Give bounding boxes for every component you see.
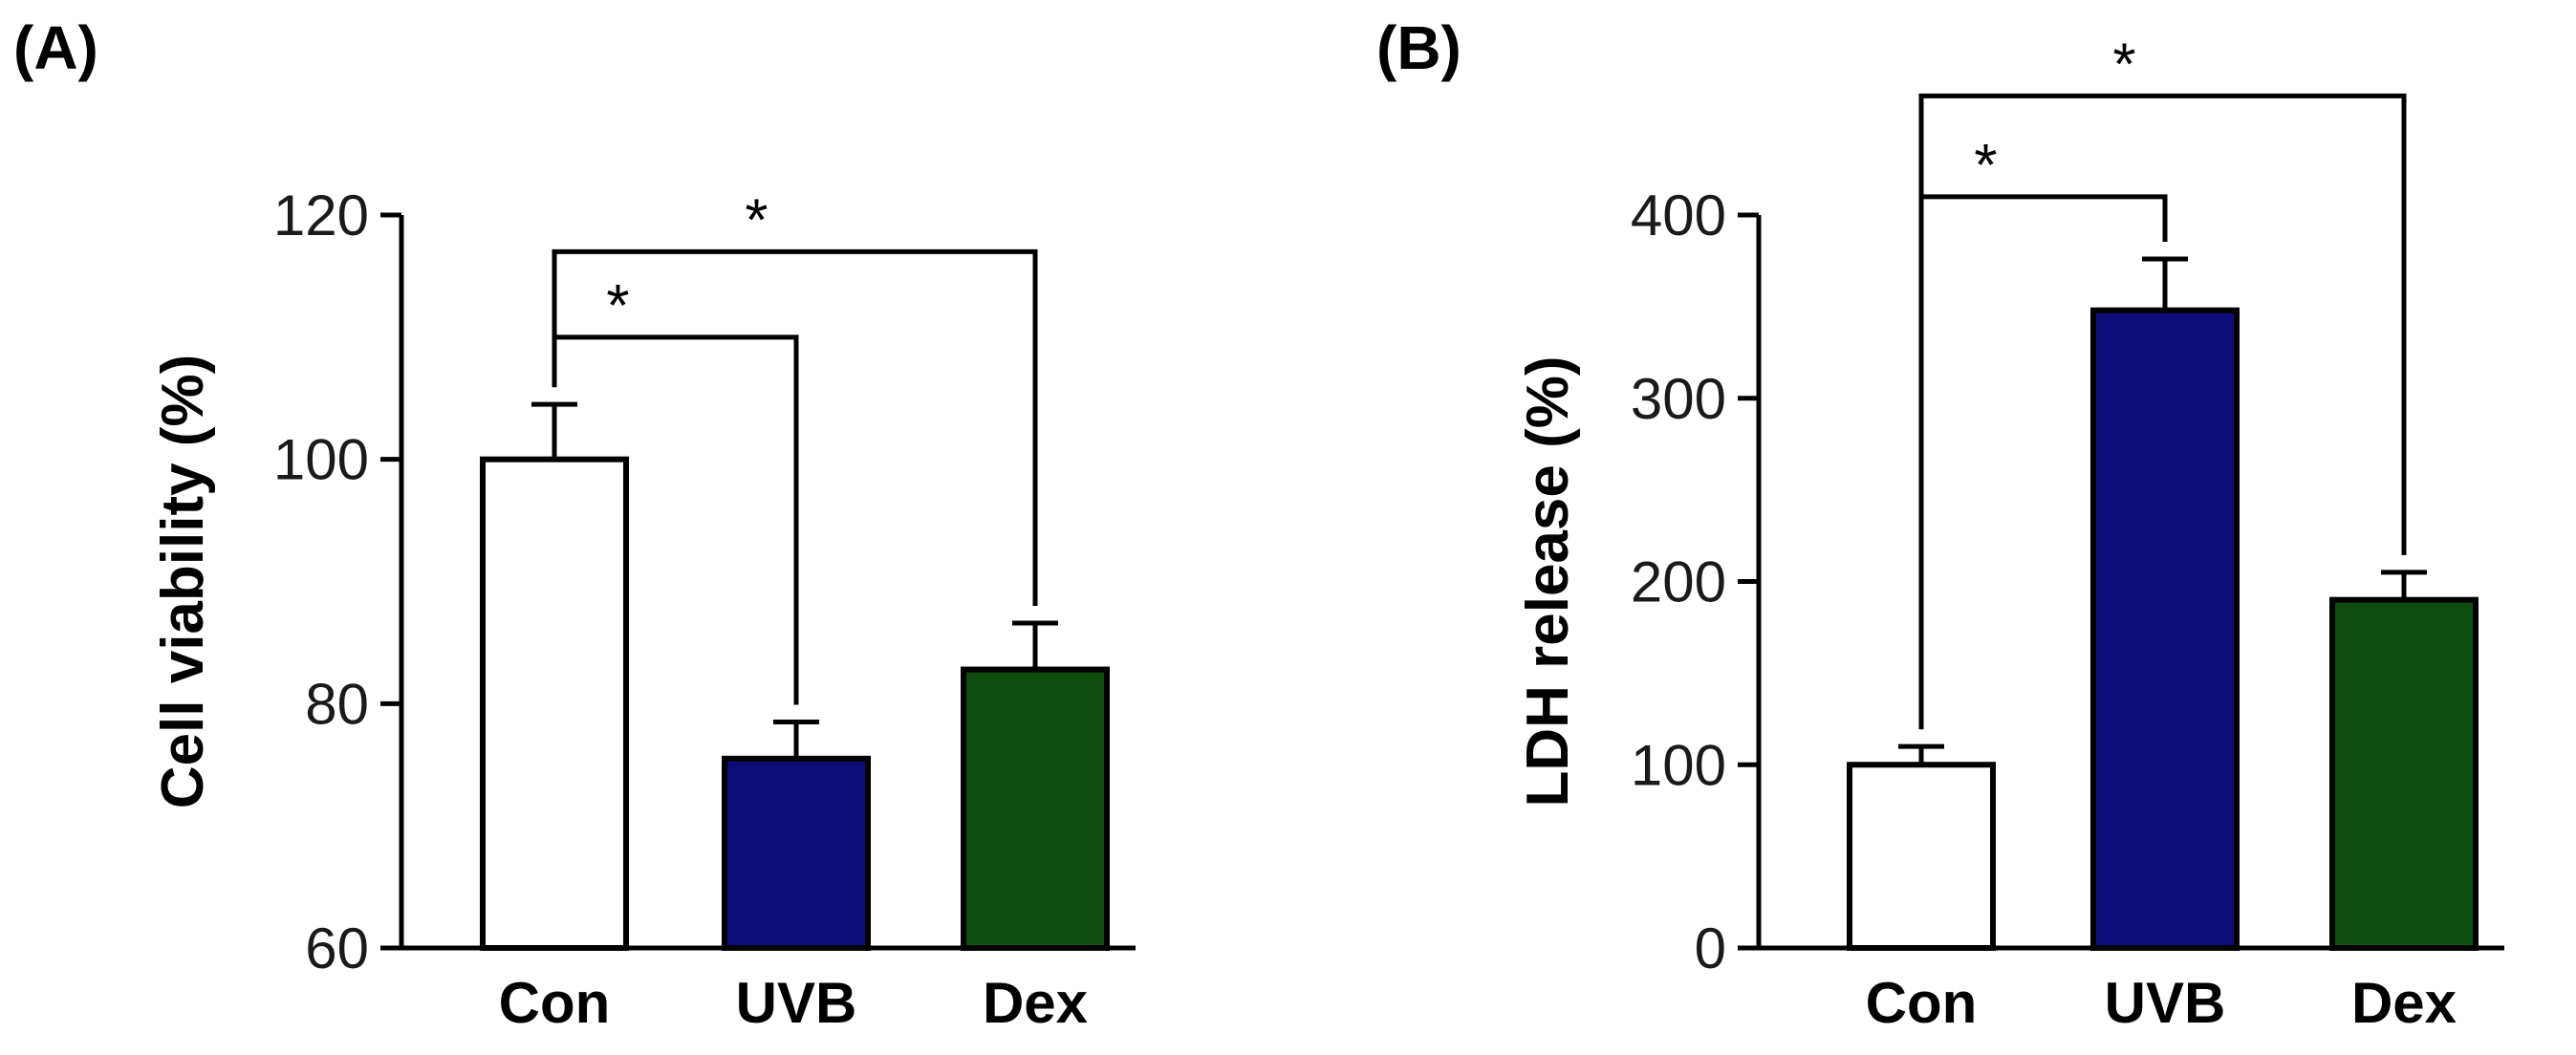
- chart1-category-label: Dex: [2351, 971, 2457, 1035]
- chart0-bar-con: [480, 456, 629, 951]
- chart1-significance-bracket: [1918, 93, 2407, 730]
- chart0-significance-star: *: [606, 273, 629, 339]
- chart0-category-label: UVB: [736, 971, 857, 1035]
- chart0-panel-label: (A): [13, 13, 98, 82]
- chart1-y-tick-label: 300: [1631, 367, 1726, 431]
- chart0-category-label: Con: [499, 971, 611, 1035]
- chart0-significance-star: *: [745, 187, 768, 253]
- chart1-bar-uvb: [2090, 307, 2240, 951]
- chart0-bar-uvb: [722, 755, 871, 951]
- chart1-y-tick-label: 200: [1631, 550, 1726, 614]
- chart1-bar-con: [1847, 762, 1996, 951]
- chart1-panel-label: (B): [1376, 13, 1461, 82]
- chart1-bar-dex: [2329, 596, 2479, 951]
- chart0-y-tick-label: 120: [273, 183, 369, 248]
- chart0-y-axis-title: Cell viability (%): [150, 355, 216, 808]
- chart1-significance-star: *: [2112, 32, 2135, 97]
- chart0-y-tick-label: 100: [273, 428, 369, 492]
- chart0-category-label: Dex: [983, 971, 1088, 1035]
- chart0-y-tick-label: 60: [305, 916, 369, 980]
- chart1-y-tick-label: 100: [1631, 733, 1726, 797]
- chart1-y-tick-label: 400: [1631, 183, 1726, 248]
- chart1-y-axis-title: LDH release (%): [1515, 355, 1581, 807]
- chart1-significance-star: *: [1974, 133, 1997, 199]
- chart0-significance-bracket: [552, 248, 1038, 606]
- chart0-bar-dex: [961, 666, 1110, 951]
- chart1-y-tick-label: 0: [1695, 916, 1726, 980]
- chart1-category-label: UVB: [2105, 971, 2226, 1035]
- chart1-category-label: Con: [1866, 971, 1978, 1035]
- chart0-y-tick-label: 80: [305, 672, 369, 736]
